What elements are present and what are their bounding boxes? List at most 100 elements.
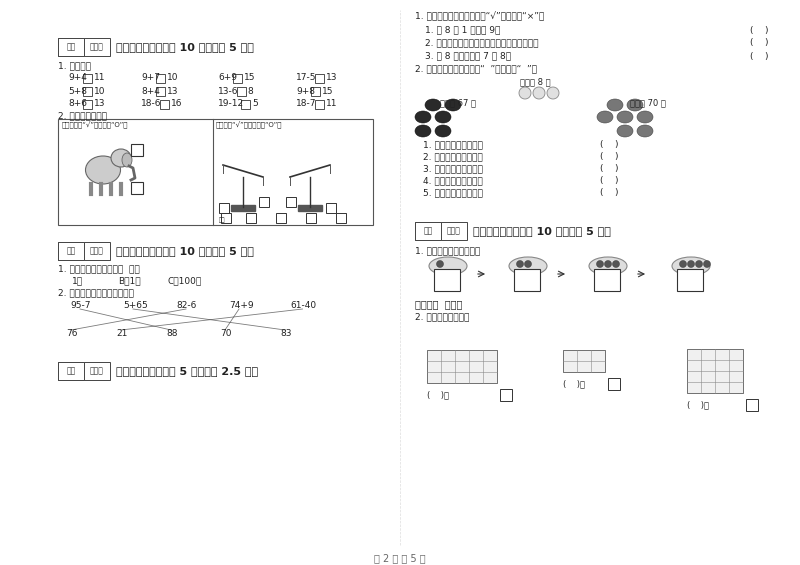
- Text: 每次多（  ）个。: 每次多（ ）个。: [415, 299, 462, 309]
- Circle shape: [679, 260, 686, 267]
- Bar: [82, 99, 91, 108]
- Text: 五、对与错（本题共 5 分，每题 2.5 分）: 五、对与错（本题共 5 分，每题 2.5 分）: [116, 366, 258, 376]
- Bar: [237, 86, 246, 95]
- Bar: [58, 119, 373, 225]
- Text: 13-6: 13-6: [218, 86, 238, 95]
- Text: 13: 13: [94, 99, 105, 108]
- Bar: [221, 213, 231, 223]
- Text: 8+4: 8+4: [141, 86, 160, 95]
- Text: 5: 5: [252, 99, 258, 108]
- Text: 76: 76: [66, 328, 78, 337]
- Text: 9+4: 9+4: [68, 73, 87, 82]
- Text: 评卷人: 评卷人: [90, 367, 104, 376]
- Text: 8: 8: [248, 86, 254, 95]
- Text: 9+7: 9+7: [141, 73, 160, 82]
- Text: B、1元: B、1元: [118, 276, 141, 285]
- Text: (    ): ( ): [600, 176, 618, 185]
- Text: 18-7: 18-7: [296, 99, 317, 108]
- Bar: [677, 269, 703, 291]
- Ellipse shape: [617, 111, 633, 123]
- Circle shape: [525, 260, 531, 267]
- Ellipse shape: [435, 111, 451, 123]
- Ellipse shape: [607, 99, 623, 111]
- Bar: [336, 213, 346, 223]
- Circle shape: [695, 260, 702, 267]
- Text: 第 2 页 共 5 页: 第 2 页 共 5 页: [374, 553, 426, 563]
- Text: 1. 白兔比黑兔少得多。: 1. 白兔比黑兔少得多。: [423, 141, 483, 150]
- Text: 评卷人: 评卷人: [90, 246, 104, 255]
- Text: 2. 数一数，再填空。: 2. 数一数，再填空。: [415, 312, 470, 321]
- Text: 13: 13: [166, 86, 178, 95]
- Text: 3. 与 8 相邻的数是 7 和 8。: 3. 与 8 相邻的数是 7 和 8。: [425, 51, 511, 60]
- Text: 8+6: 8+6: [68, 99, 87, 108]
- Text: 评卷人: 评卷人: [447, 227, 461, 236]
- Text: 3. 灰兔比白兔多得多。: 3. 灰兔比白兔多得多。: [423, 164, 483, 173]
- Ellipse shape: [445, 99, 461, 111]
- Text: 1. 比 8 大 1 的数是 9。: 1. 比 8 大 1 的数是 9。: [425, 25, 500, 34]
- Bar: [315, 99, 324, 108]
- Text: (    )个: ( )个: [427, 390, 449, 399]
- Text: 61-40: 61-40: [290, 302, 316, 311]
- Bar: [310, 86, 320, 95]
- Ellipse shape: [627, 99, 643, 111]
- Text: 评卷人: 评卷人: [90, 42, 104, 51]
- Ellipse shape: [425, 99, 441, 111]
- Bar: [246, 213, 256, 223]
- Text: 2. 从右边起，第一位是十位，第二位是个位。: 2. 从右边起，第一位是十位，第二位是个位。: [425, 38, 538, 47]
- Text: 得分: 得分: [66, 246, 76, 255]
- Text: 2. 连一连，选择正确的答案。: 2. 连一连，选择正确的答案。: [58, 289, 134, 298]
- Circle shape: [517, 260, 523, 267]
- Text: C、100元: C、100元: [168, 276, 202, 285]
- Text: 11: 11: [94, 73, 105, 82]
- Ellipse shape: [509, 257, 547, 275]
- Bar: [563, 350, 605, 372]
- Text: 11: 11: [326, 99, 338, 108]
- Ellipse shape: [415, 125, 431, 137]
- Text: 5. 黑兔与灰兔差不多。: 5. 黑兔与灰兔差不多。: [423, 189, 483, 198]
- Bar: [276, 213, 286, 223]
- Bar: [58, 38, 110, 56]
- Bar: [219, 203, 229, 213]
- Text: (    ): ( ): [600, 153, 618, 162]
- Bar: [259, 197, 269, 207]
- Text: 74+9: 74+9: [229, 302, 254, 311]
- Text: (    ): ( ): [750, 51, 769, 60]
- Bar: [82, 73, 91, 82]
- Bar: [58, 362, 110, 380]
- Circle shape: [703, 260, 710, 267]
- Bar: [58, 38, 84, 56]
- Text: 82-6: 82-6: [176, 302, 196, 311]
- Bar: [160, 99, 169, 108]
- Text: 1. 看图数数，再找规律。: 1. 看图数数，再找规律。: [415, 246, 480, 255]
- Text: 4. 灰兔比黑兔多一些。: 4. 灰兔比黑兔多一些。: [423, 176, 482, 185]
- Text: 四、选一选（本题共 10 分，每题 5 分）: 四、选一选（本题共 10 分，每题 5 分）: [116, 246, 254, 256]
- Text: 小动: 小动: [219, 217, 226, 223]
- Bar: [231, 205, 255, 211]
- Text: 2. 判断下面各题，对的画“  ”，错的画“  ”。: 2. 判断下面各题，对的画“ ”，错的画“ ”。: [415, 64, 537, 73]
- Bar: [286, 197, 296, 207]
- Circle shape: [519, 87, 531, 99]
- Text: (    ): ( ): [750, 38, 769, 47]
- Text: (    ): ( ): [600, 189, 618, 198]
- Bar: [326, 203, 336, 213]
- Text: 2. 黑兔比灰兔少得多。: 2. 黑兔比灰兔少得多。: [423, 153, 482, 162]
- Text: 10: 10: [166, 73, 178, 82]
- Bar: [608, 378, 620, 390]
- Bar: [306, 213, 316, 223]
- Text: 5+65: 5+65: [123, 302, 148, 311]
- Circle shape: [605, 260, 611, 267]
- Bar: [155, 73, 165, 82]
- Bar: [58, 362, 84, 380]
- Text: 16: 16: [171, 99, 182, 108]
- Text: 三、我会比（本题共 10 分，每题 5 分）: 三、我会比（本题共 10 分，每题 5 分）: [116, 42, 254, 52]
- Bar: [514, 269, 540, 291]
- Bar: [415, 222, 441, 240]
- Ellipse shape: [617, 125, 633, 137]
- Circle shape: [533, 87, 545, 99]
- Text: 得分: 得分: [423, 227, 433, 236]
- Text: 白公兔 8 只: 白公兔 8 只: [520, 77, 550, 86]
- Text: 黑公兔 67 只: 黑公兔 67 只: [440, 98, 476, 107]
- Ellipse shape: [597, 111, 613, 123]
- Bar: [315, 73, 324, 82]
- Ellipse shape: [435, 125, 451, 137]
